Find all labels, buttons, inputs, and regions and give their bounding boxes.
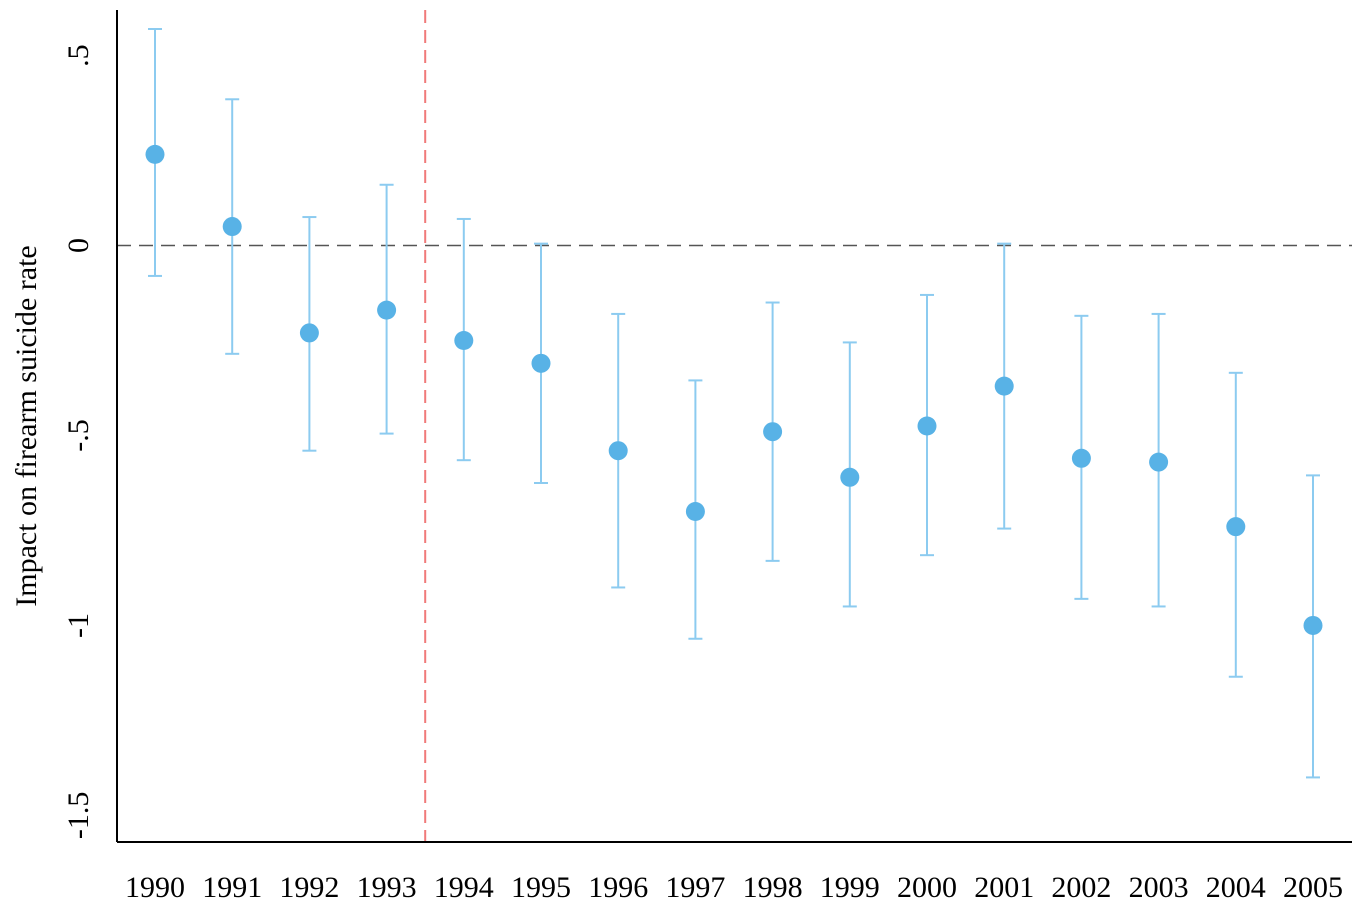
x-tick-label-1997: 1997 <box>665 871 725 902</box>
y-tick-label-2: -.5 <box>62 419 95 452</box>
x-tick-label-1998: 1998 <box>743 871 803 902</box>
data-point-1996 <box>608 441 628 461</box>
data-point-1995 <box>531 353 551 373</box>
error-bars <box>148 27 1320 779</box>
x-tick-label-2005: 2005 <box>1283 871 1343 902</box>
x-tick-label-1993: 1993 <box>357 871 417 902</box>
x-tick-label-2004: 2004 <box>1206 871 1266 902</box>
data-point-1998 <box>763 422 783 442</box>
x-tick-label-1990: 1990 <box>125 871 185 902</box>
x-tick-label-2002: 2002 <box>1051 871 1111 902</box>
data-points <box>145 144 1323 635</box>
data-point-1997 <box>685 501 705 521</box>
y-tick-label-3: -1 <box>62 613 95 638</box>
data-point-1991 <box>222 217 242 237</box>
data-point-2004 <box>1226 517 1246 537</box>
x-tick-label-1994: 1994 <box>434 871 494 902</box>
data-point-2000 <box>917 416 937 436</box>
y-tick-label-0: .5 <box>62 44 95 67</box>
data-point-1994 <box>454 331 474 351</box>
data-point-1992 <box>299 323 319 343</box>
x-tick-label-2003: 2003 <box>1129 871 1189 902</box>
x-tick-label-1999: 1999 <box>820 871 880 902</box>
y-tick-labels: .5 0 -.5 -1 -1.5 <box>62 44 95 839</box>
x-tick-label-1995: 1995 <box>511 871 571 902</box>
data-point-2001 <box>994 376 1014 396</box>
data-point-1999 <box>840 467 860 487</box>
x-tick-label-1991: 1991 <box>202 871 262 902</box>
y-axis-title: Impact on firearm suicide rate <box>10 245 43 607</box>
axes <box>116 10 1352 843</box>
data-point-2003 <box>1149 452 1169 472</box>
y-tick-label-1: 0 <box>62 238 95 253</box>
data-point-2002 <box>1071 448 1091 468</box>
y-tick-label-4: -1.5 <box>62 792 95 840</box>
x-tick-label-2000: 2000 <box>897 871 957 902</box>
x-tick-label-1992: 1992 <box>279 871 339 902</box>
x-tick-label-1996: 1996 <box>588 871 648 902</box>
x-tick-label-2001: 2001 <box>974 871 1034 902</box>
reference-lines <box>117 10 1352 842</box>
data-point-2005 <box>1303 615 1323 635</box>
x-tick-labels: 1990 1991 1992 1993 1994 1995 1996 1997 1998 1999… <box>125 871 1343 902</box>
data-point-1993 <box>377 300 397 320</box>
data-point-1990 <box>145 144 165 164</box>
